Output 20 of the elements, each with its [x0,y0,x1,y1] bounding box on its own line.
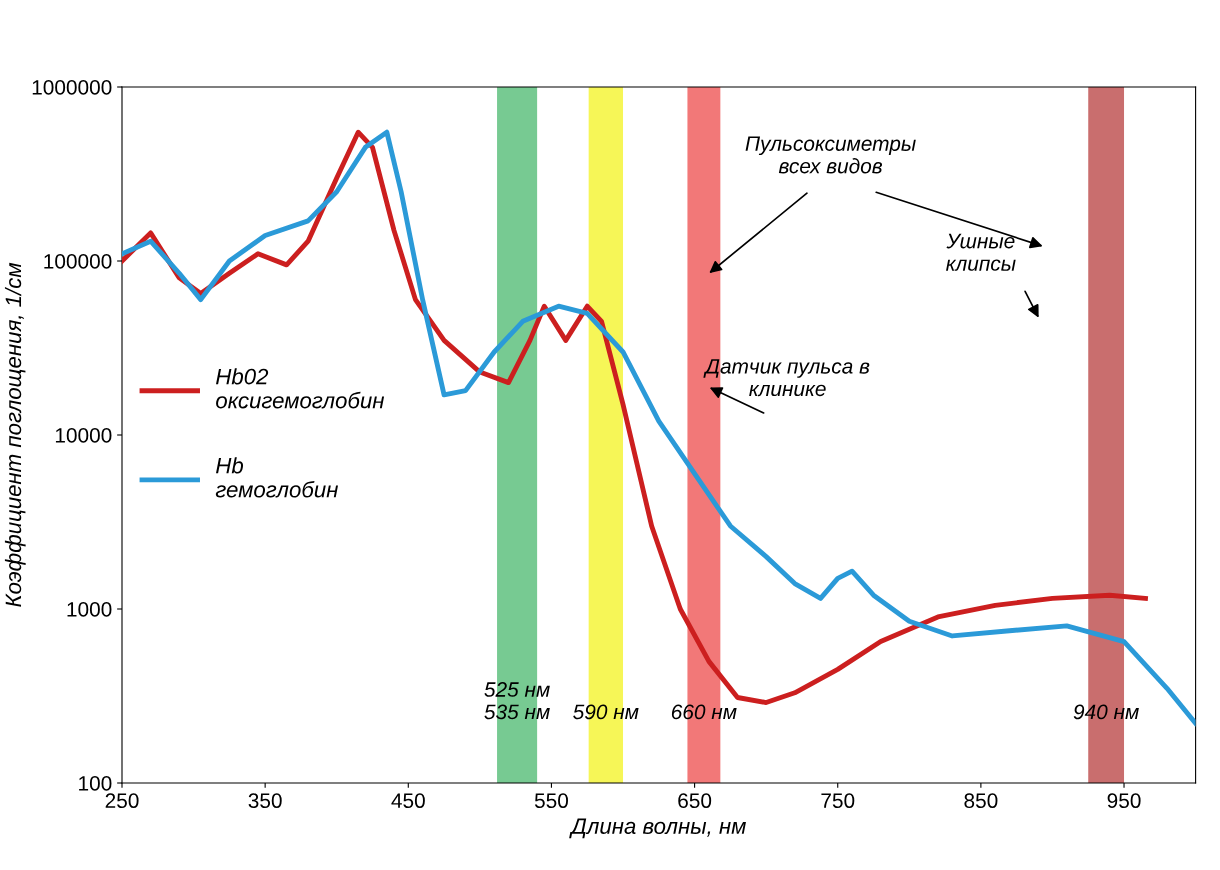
annotation: Датчик пульса в клинике [703,359,870,397]
x-tick-label: 950 [1107,793,1141,809]
x-tick-label: 450 [391,793,425,809]
legend-label: Hb02 оксигемоглобин [216,368,385,409]
legend-label: Hb гемоглобин [215,457,338,498]
x-tick-label: 850 [964,793,998,809]
x-tick-label: 750 [821,793,855,809]
y-tick-label: 10000 [55,428,112,443]
y-axis-title: Коэффициент поглощения, 1/см [4,262,26,607]
y-tick-label: 100000 [44,254,112,269]
x-axis-title: Длина волны, нм [569,818,746,839]
y-tick-label: 1000000 [32,80,112,95]
annotation: Ушные клипсы [946,233,1016,271]
x-tick-label: 250 [105,793,139,809]
x-tick-label: 650 [678,793,712,809]
x-tick-label: 350 [248,793,282,809]
y-tick-label: 100 [79,776,112,791]
x-tick-label: 550 [534,793,569,809]
y-tick-label: 1000 [67,602,112,617]
annotation: Пульсоксиметры всех видов [745,136,916,174]
